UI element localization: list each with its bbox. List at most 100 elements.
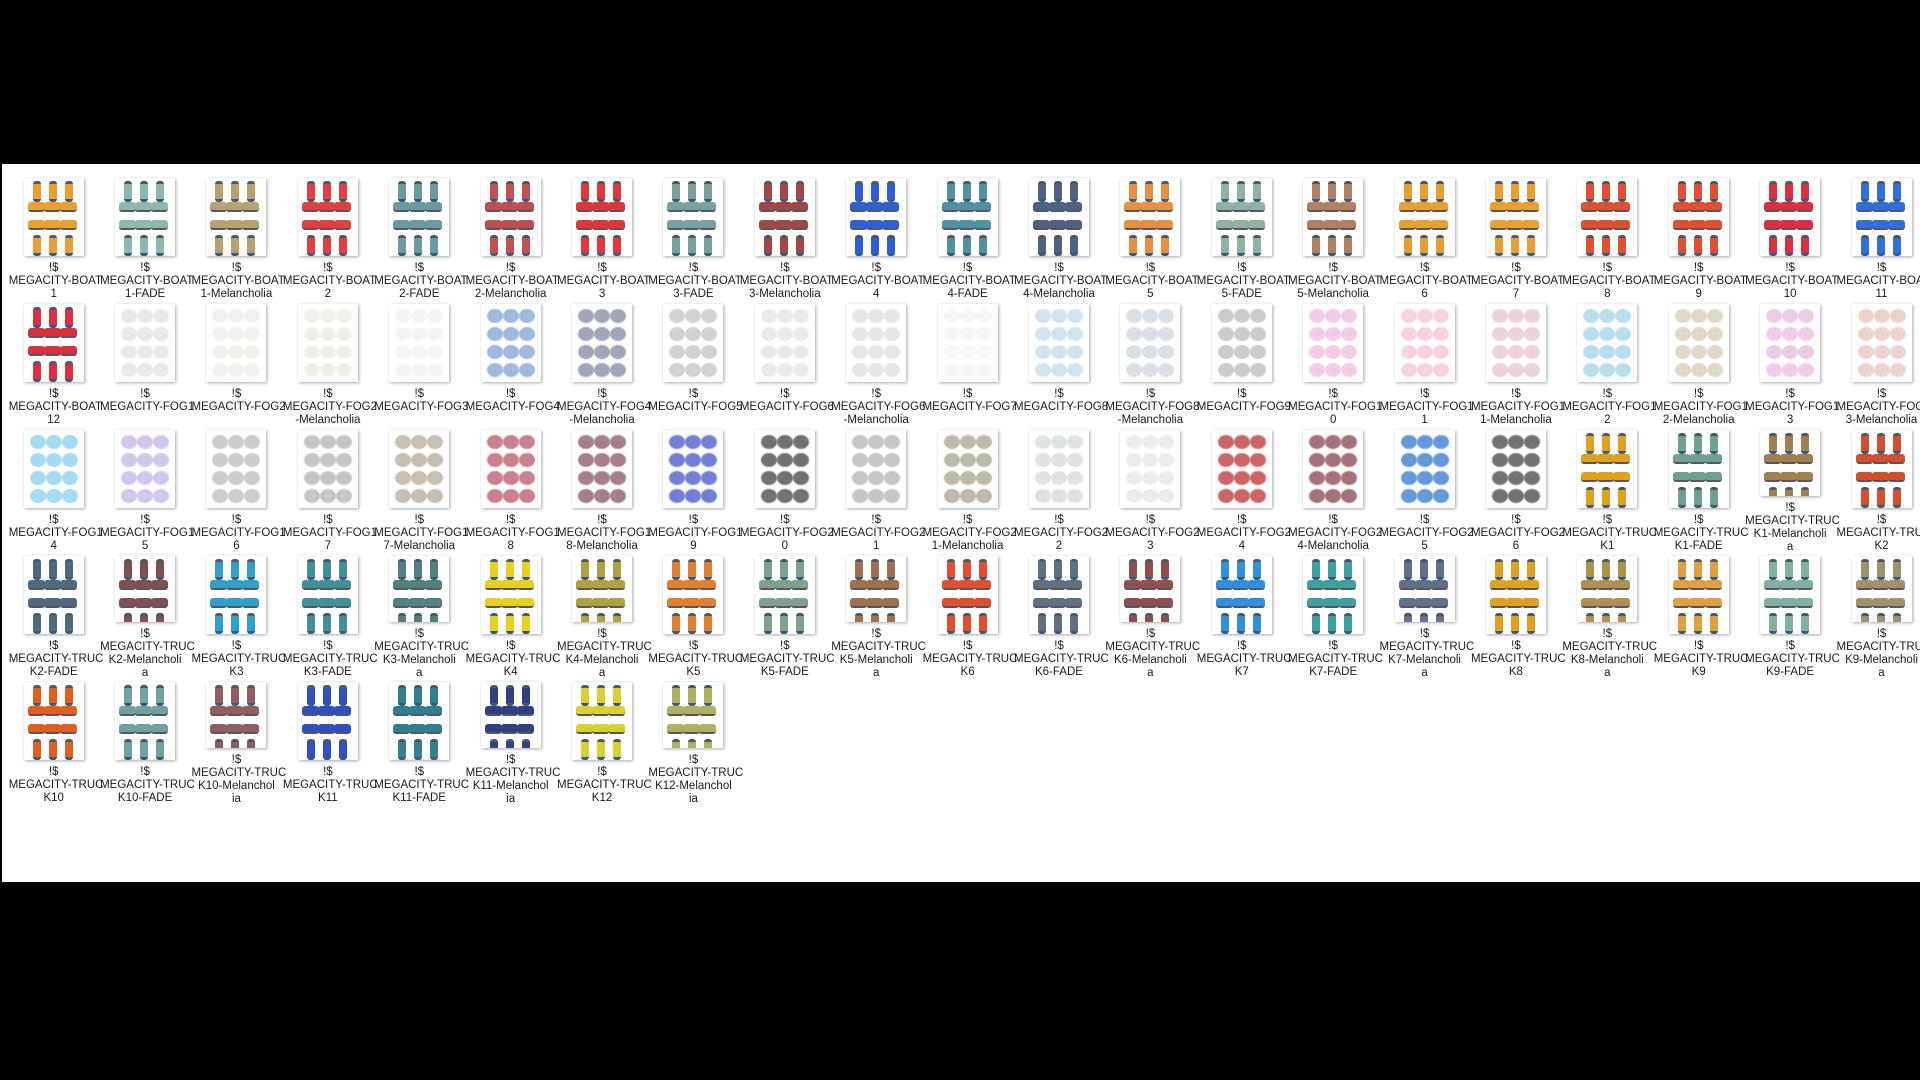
file-item[interactable]: !$ MEGACITY-TRUC K10: [8, 680, 103, 806]
file-item[interactable]: !$ MEGACITY-FOG2 5: [1379, 428, 1474, 554]
file-item[interactable]: !$ MEGACITY-TRUC K6: [922, 554, 1017, 680]
file-item[interactable]: !$ MEGACITY-TRUC K7-Melancholi a: [1379, 554, 1474, 680]
file-item[interactable]: !$ MEGACITY-BOAT 8: [1562, 176, 1656, 302]
file-item[interactable]: !$ MEGACITY-FOG1 2-Melancholia: [1653, 302, 1748, 428]
sprite-mark: [1491, 327, 1508, 341]
file-item[interactable]: !$ MEGACITY-FOG1 8: [465, 428, 560, 554]
file-item[interactable]: !$ MEGACITY-TRUC K5-FADE: [739, 554, 835, 680]
file-item[interactable]: !$ MEGACITY-FOG1 2: [1562, 302, 1656, 428]
file-item[interactable]: !$ MEGACITY-TRUC K2-Melancholi a: [99, 554, 195, 680]
file-item[interactable]: !$ MEGACITY-FOG1 8-Melancholia: [556, 428, 651, 554]
file-item[interactable]: !$ MEGACITY-BOAT 2-FADE: [374, 176, 468, 302]
file-item[interactable]: !$ MEGACITY-TRUC K1-Melancholi a: [1744, 428, 1840, 554]
file-item[interactable]: !$ MEGACITY-TRUC K4-Melancholi a: [556, 554, 652, 680]
file-item[interactable]: !$ MEGACITY-FOG1 5: [99, 428, 194, 554]
sprite-mark: [137, 309, 154, 323]
file-item[interactable]: !$ MEGACITY-FOG1 3: [1744, 302, 1839, 428]
file-item[interactable]: !$ MEGACITY-TRUC K6-FADE: [1013, 554, 1109, 680]
file-item[interactable]: !$ MEGACITY-TRUC K12: [556, 680, 652, 806]
file-item[interactable]: !$ MEGACITY-BOAT 10: [1744, 176, 1838, 302]
file-item[interactable]: !$ MEGACITY-BOAT 4-Melancholia: [1013, 176, 1107, 302]
file-item[interactable]: !$MEGACITY-BOAT11: [1836, 176, 1920, 302]
file-item[interactable]: !$ MEGACITY-FOG1 4: [8, 428, 103, 554]
file-item[interactable]: !$ MEGACITY-TRUC K7: [1196, 554, 1292, 680]
file-item[interactable]: !$ MEGACITY-FOG6: [739, 302, 834, 428]
file-item[interactable]: !$ MEGACITY-BOAT 1-FADE: [99, 176, 193, 302]
file-item[interactable]: !$ MEGACITY-BOAT 4: [831, 176, 925, 302]
file-item[interactable]: !$ MEGACITY-TRUC K7-FADE: [1287, 554, 1383, 680]
file-item[interactable]: !$ MEGACITY-FOG4: [465, 302, 560, 428]
file-item[interactable]: !$ MEGACITY-TRUC K3-Melancholi a: [374, 554, 469, 680]
file-item[interactable]: !$ MEGACITY-FOG6 -Melancholia: [831, 302, 925, 428]
file-item[interactable]: !$ MEGACITY-TRUC K6-Melancholi a: [1105, 554, 1200, 680]
file-item[interactable]: !$ MEGACITY-FOG1: [99, 302, 194, 428]
file-item[interactable]: !$ MEGACITY-FOG2 4: [1196, 428, 1291, 554]
file-item[interactable]: !$ MEGACITY-BOAT 3-Melancholia: [739, 176, 833, 302]
file-item[interactable]: !$ MEGACITY-BOAT 9: [1653, 176, 1747, 302]
file-item[interactable]: !$ MEGACITY-BOAT 2-Melancholia: [465, 176, 559, 302]
sprite-mark: [669, 453, 686, 467]
file-item[interactable]: !$ MEGACITY-TRUC K8: [1470, 554, 1566, 680]
file-item[interactable]: !$ MEGACITY-TRUC K3-FADE: [282, 554, 378, 680]
file-item[interactable]: !$ MEGACITY-FOG2 6: [1470, 428, 1565, 554]
file-item[interactable]: !$ MEGACITY-BOAT 5-FADE: [1196, 176, 1290, 302]
file-item[interactable]: !$ MEGACITY-TRUC K9: [1653, 554, 1749, 680]
sprite-mark: [943, 453, 960, 467]
file-item[interactable]: !$ MEGACITY-TRUC K8-Melancholi a: [1562, 554, 1657, 680]
file-item[interactable]: !$ MEGACITY-TRUC K4: [465, 554, 560, 680]
file-item[interactable]: !$ MEGACITY-FOG8: [1013, 302, 1108, 428]
file-item[interactable]: !$ MEGACITY-FOG1 1-Melancholia: [1470, 302, 1565, 428]
file-item[interactable]: !$ MEGACITY-BOAT 12: [8, 302, 102, 428]
file-item[interactable]: !$ MEGACITY-FOG1 7: [282, 428, 377, 554]
file-item[interactable]: !$ MEGACITY-TRUC K1: [1562, 428, 1657, 554]
file-item[interactable]: !$ MEGACITY-FOG9: [1196, 302, 1291, 428]
file-item[interactable]: !$ MEGACITY-TRUC K11: [282, 680, 378, 806]
file-item[interactable]: !$ MEGACITY-BOAT 2: [282, 176, 376, 302]
file-item[interactable]: !$ MEGACITY-BOAT 7: [1470, 176, 1564, 302]
file-item[interactable]: !$ MEGACITY-FOG1 0: [1287, 302, 1382, 428]
file-item[interactable]: !$ MEGACITY-FOG8 -Melancholia: [1105, 302, 1200, 428]
file-item[interactable]: !$ MEGACITY-BOAT 3-FADE: [648, 176, 742, 302]
file-item[interactable]: !$ MEGACITY-FOG1 6: [191, 428, 286, 554]
sprite-mark: [962, 613, 971, 634]
file-item[interactable]: !$ MEGACITY-TRUC K11-Melanchol ia: [465, 680, 560, 806]
file-item[interactable]: !$ MEGACITY-FOG1 7-Melancholia: [374, 428, 468, 554]
file-item[interactable]: !$ MEGACITY-TRUC K9-FADE: [1744, 554, 1840, 680]
file-item[interactable]: !$ MEGACITY-BOAT 5-Melancholia: [1287, 176, 1381, 302]
file-item[interactable]: !$ MEGACITY-FOG2 2: [1013, 428, 1108, 554]
file-item[interactable]: !$ MEGACITY-TRUC K10-FADE: [99, 680, 195, 806]
file-item[interactable]: !$ MEGACITY-FOG3: [374, 302, 468, 428]
file-item[interactable]: !$ MEGACITY-FOG2 1: [831, 428, 925, 554]
file-item[interactable]: !$ MEGACITY-BOAT 6: [1379, 176, 1473, 302]
file-item[interactable]: !$ MEGACITY-FOG2 -Melancholia: [282, 302, 377, 428]
file-item[interactable]: !$ MEGACITY-FOG1 1: [1379, 302, 1474, 428]
file-item[interactable]: !$ MEGACITY-FOG2: [191, 302, 286, 428]
file-item[interactable]: !$ MEGACITY-FOG2 4-Melancholia: [1287, 428, 1382, 554]
file-item[interactable]: !$ MEGACITY-FOG5: [648, 302, 743, 428]
file-item[interactable]: !$ MEGACITY-TRUC K2-FADE: [8, 554, 103, 680]
sprite-mark: [119, 580, 137, 590]
file-item[interactable]: !$ MEGACITY-TRUC K5: [648, 554, 743, 680]
file-item[interactable]: !$ MEGACITY-TRUC K1-FADE: [1653, 428, 1749, 554]
file-item[interactable]: !$ MEGACITY-TRUC K11-FADE: [374, 680, 469, 806]
sprite-mark: [505, 559, 514, 580]
file-item[interactable]: !$ MEGACITY-TRUC K3: [191, 554, 286, 680]
file-item[interactable]: !$ MEGACITY-FOG1 9: [648, 428, 743, 554]
file-item[interactable]: !$ MEGACITY-FOG2 3: [1105, 428, 1200, 554]
file-item[interactable]: !$ MEGACITY-TRUC K5-Melancholi a: [831, 554, 926, 680]
file-item[interactable]: !$ MEGACITY-TRUC K12-Melanchol ia: [648, 680, 743, 806]
file-item[interactable]: !$ MEGACITY-BOAT 1-Melancholia: [191, 176, 285, 302]
file-item[interactable]: !$ MEGACITY-TRUC K10-Melanchol ia: [191, 680, 286, 806]
file-item[interactable]: !$ MEGACITY-FOG7: [922, 302, 1017, 428]
file-item[interactable]: !$ MEGACITY-FOG2 1-Melancholia: [922, 428, 1017, 554]
file-item[interactable]: !$ MEGACITY-FOG4 -Melancholia: [556, 302, 651, 428]
sprite-mark: [43, 202, 61, 212]
file-item[interactable]: !$ MEGACITY-BOAT 1: [8, 176, 102, 302]
file-item[interactable]: !$ MEGACITY-FOG2 0: [739, 428, 834, 554]
file-item[interactable]: !$ MEGACITY-BOAT 4-FADE: [922, 176, 1016, 302]
file-item[interactable]: !$ MEGACITY-BOAT 5: [1105, 176, 1199, 302]
file-item[interactable]: !$ MEGACITY-BOAT 3: [556, 176, 650, 302]
